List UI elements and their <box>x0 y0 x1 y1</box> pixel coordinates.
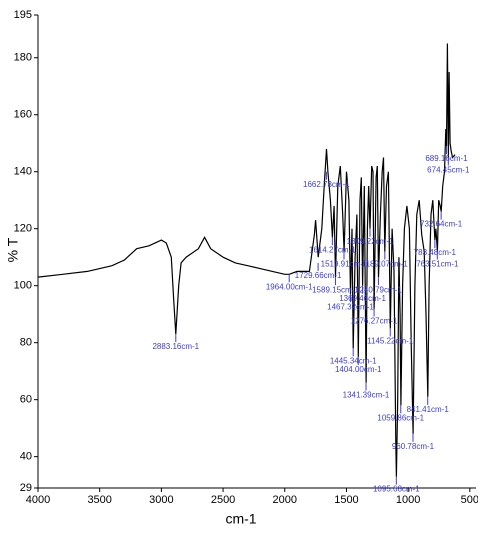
y-tick-label: 180 <box>14 52 32 64</box>
annotation-label: 1662.73cm-1 <box>303 180 350 189</box>
annotation-label: 1729.66cm-1 <box>295 271 342 280</box>
annotation-label: 1369.46cm-1 <box>339 294 386 303</box>
y-tick-label: 80 <box>20 337 32 349</box>
annotation-label: 1059.86cm-1 <box>377 413 424 422</box>
x-tick-label: 500 <box>461 494 478 506</box>
annotation-label: 1145.22cm-1 <box>367 337 414 346</box>
y-tick-label: 120 <box>14 223 32 235</box>
annotation-label: 2883.16cm-1 <box>152 342 199 351</box>
x-tick-label: 2000 <box>273 494 297 506</box>
annotation-label: 1189.07cm-1 <box>362 260 409 269</box>
y-tick-label: 29 <box>20 482 32 494</box>
annotation-label: 1964.00cm-1 <box>266 282 313 291</box>
spectrum-line <box>37 43 456 477</box>
annotation-label: 841.41cm-1 <box>407 405 450 414</box>
annotation-label: 1467.32cm-1 <box>327 302 374 311</box>
y-tick-label: 100 <box>14 280 32 292</box>
x-axis-label: cm-1 <box>225 511 256 527</box>
annotation-label: 1589.15cm-1 <box>312 285 359 294</box>
annotation-label: 1614.27cm-1 <box>309 245 356 254</box>
annotation-label: 783.48cm-1 <box>414 248 457 257</box>
x-tick-label: 3000 <box>149 494 173 506</box>
annotation-label: 1276.27cm-1 <box>351 317 398 326</box>
annotation-label: 1095.68cm-1 <box>373 485 420 494</box>
annotation-label: 1240.79cm-1 <box>355 285 402 294</box>
y-axis-label: % T <box>5 237 21 262</box>
annotation-label: 689.16cm-1 <box>425 154 468 163</box>
y-tick-label: 60 <box>20 394 32 406</box>
annotation-label: 674.45cm-1 <box>427 166 470 175</box>
annotation-label: 960.78cm-1 <box>392 442 435 451</box>
y-tick-label: 195 <box>14 9 32 21</box>
annotation-label: 1341.39cm-1 <box>343 391 390 400</box>
y-tick-label: 140 <box>14 166 32 178</box>
y-tick-label: 40 <box>20 451 32 463</box>
annotation-label: 1309.22cm-1 <box>347 237 394 246</box>
x-tick-label: 4000 <box>26 494 50 506</box>
annotation-label: 1445.34cm-1 <box>330 356 377 365</box>
annotation-label: 1519.91cm-1 <box>321 260 368 269</box>
annotation-label: 763.51cm-1 <box>416 260 459 269</box>
x-tick-label: 2500 <box>211 494 235 506</box>
y-tick-label: 160 <box>14 109 32 121</box>
x-tick-label: 1500 <box>334 494 358 506</box>
annotation-label: 732.64cm-1 <box>420 220 463 229</box>
x-tick-label: 1000 <box>396 494 420 506</box>
x-tick-label: 3500 <box>87 494 111 506</box>
annotation-label: 1404.00cm-1 <box>335 365 382 374</box>
